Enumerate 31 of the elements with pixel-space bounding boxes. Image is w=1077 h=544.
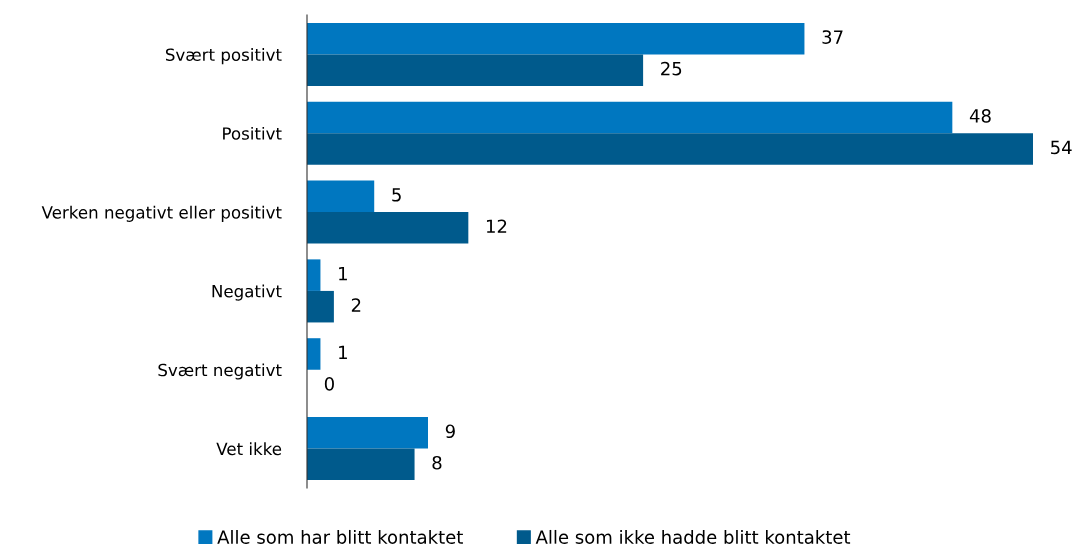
bar — [307, 180, 375, 213]
bar — [307, 101, 953, 134]
data-label: 37 — [822, 30, 843, 44]
data-label: 1 — [339, 266, 347, 281]
data-label: 2 — [351, 298, 361, 312]
bar — [307, 417, 428, 449]
legend-label: Alle som ikke hadde blitt kontaktet — [535, 529, 851, 544]
data-label: 25 — [661, 61, 682, 76]
y-tick-label: Vet ikke — [216, 442, 282, 456]
y-tick-label: Verken negativt eller positivt — [41, 205, 282, 222]
y-tick-label: Svært positivt — [165, 48, 282, 65]
data-label: 0 — [324, 377, 334, 391]
data-label: 12 — [486, 219, 507, 233]
data-label: 1 — [339, 345, 347, 359]
y-tick-label: Svært negativt — [158, 363, 282, 380]
bar — [307, 212, 469, 244]
legend-label: Alle som har blitt kontaktet — [217, 529, 463, 544]
bar — [307, 22, 805, 55]
data-label: 5 — [392, 188, 401, 202]
bar — [307, 290, 334, 323]
y-tick-label: Negativt — [212, 284, 282, 301]
data-label: 9 — [445, 424, 455, 439]
data-label: 54 — [1051, 140, 1072, 155]
bar — [307, 259, 321, 291]
data-label: 48 — [969, 109, 991, 123]
bar — [307, 54, 644, 86]
bar — [307, 133, 1033, 165]
bar — [307, 448, 415, 481]
bar — [307, 338, 321, 370]
data-label: 8 — [432, 455, 442, 470]
y-tick-label: Positivt — [223, 126, 282, 140]
